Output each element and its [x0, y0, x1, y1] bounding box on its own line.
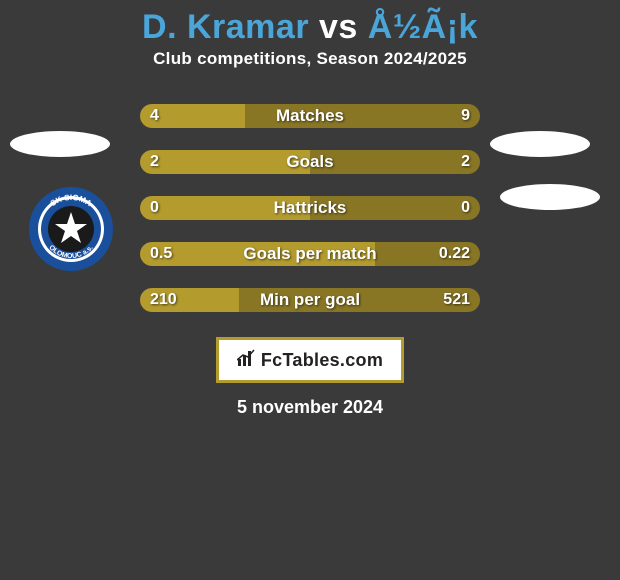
- comparison-card: D. Kramar vs Å½Ã¡k Club competitions, Se…: [0, 8, 620, 418]
- source-badge[interactable]: FcTables.com: [216, 337, 404, 383]
- metric-value-right: 0: [461, 196, 470, 220]
- metric-row: 0.50.22Goals per match: [0, 233, 620, 279]
- metrics-list: 49Matches22Goals00Hattricks0.50.22Goals …: [0, 95, 620, 325]
- metric-value-left: 4: [150, 104, 159, 128]
- metric-bar-left: [140, 196, 310, 220]
- page-title: D. Kramar vs Å½Ã¡k: [0, 8, 620, 47]
- metric-value-right: 9: [461, 104, 470, 128]
- metric-bar: [140, 196, 480, 220]
- metric-bar-left: [140, 150, 310, 174]
- metric-row: 49Matches: [0, 95, 620, 141]
- metric-row: 210521Min per goal: [0, 279, 620, 325]
- metric-value-left: 0.5: [150, 242, 172, 266]
- metric-value-right: 2: [461, 150, 470, 174]
- metric-bar: [140, 242, 480, 266]
- metric-bar-right: [245, 104, 480, 128]
- source-badge-wrapper: FcTables.com: [0, 337, 620, 383]
- metric-value-left: 210: [150, 288, 177, 312]
- metric-row: 22Goals: [0, 141, 620, 187]
- player-left-name: D. Kramar: [142, 8, 309, 46]
- metric-value-left: 2: [150, 150, 159, 174]
- metric-bar: [140, 104, 480, 128]
- player-right-name: Å½Ã¡k: [368, 8, 478, 46]
- metric-value-right: 521: [443, 288, 470, 312]
- metric-row: 00Hattricks: [0, 187, 620, 233]
- metric-value-left: 0: [150, 196, 159, 220]
- metric-bar-right: [310, 196, 480, 220]
- metric-bar-left: [140, 242, 375, 266]
- subtitle: Club competitions, Season 2024/2025: [0, 49, 620, 69]
- bar-chart-icon: [237, 341, 255, 381]
- vs-separator: vs: [309, 8, 368, 46]
- source-badge-text: FcTables.com: [261, 350, 383, 370]
- metric-bar-right: [310, 150, 480, 174]
- metric-bar: [140, 150, 480, 174]
- metric-value-right: 0.22: [439, 242, 470, 266]
- metric-bar: [140, 288, 480, 312]
- date-label: 5 november 2024: [0, 397, 620, 418]
